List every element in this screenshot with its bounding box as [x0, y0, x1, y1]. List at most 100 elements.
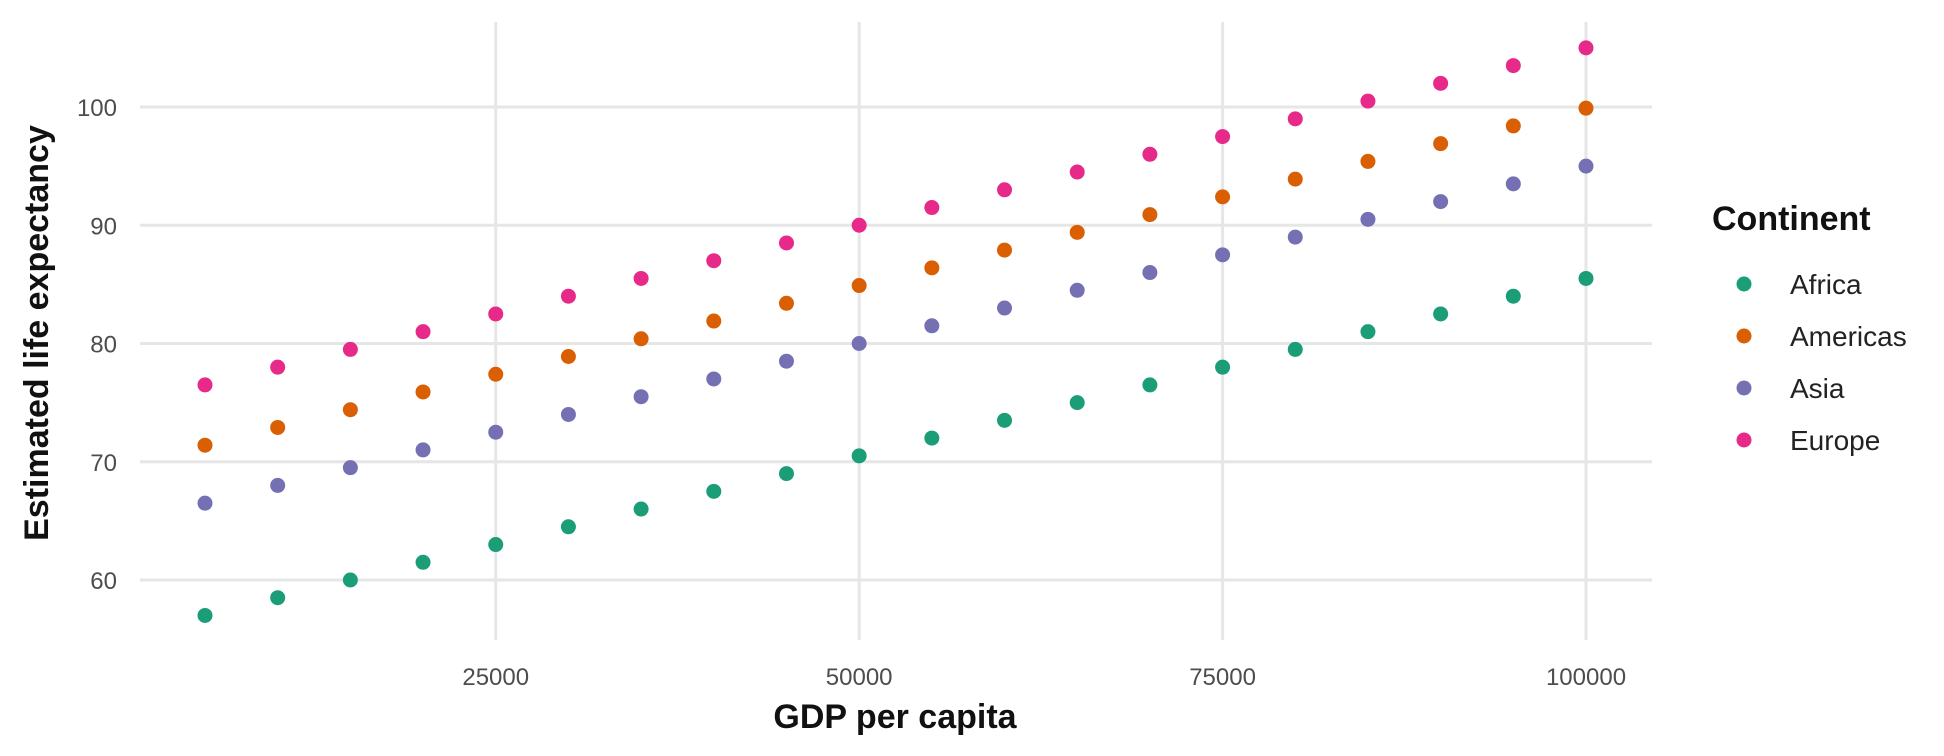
point-americas [197, 437, 213, 453]
point-asia [1433, 194, 1449, 210]
legend-label-europe: Europe [1790, 425, 1880, 456]
legend-label-asia: Asia [1790, 373, 1845, 404]
x-tick-label: 100000 [1546, 664, 1626, 691]
point-asia [706, 371, 722, 387]
x-tick-label: 25000 [462, 664, 529, 691]
point-asia [1069, 282, 1085, 298]
point-africa [270, 590, 286, 606]
point-africa [1069, 395, 1085, 411]
point-europe [1505, 58, 1521, 74]
point-europe [1578, 40, 1594, 56]
series-americas [197, 100, 1594, 453]
point-europe [415, 324, 431, 340]
point-europe [1215, 129, 1231, 145]
point-africa [706, 483, 722, 499]
x-axis-title: GDP per capita [773, 698, 1017, 736]
point-americas [997, 242, 1013, 258]
legend-label-americas: Americas [1790, 321, 1907, 352]
point-americas [851, 278, 867, 294]
point-africa [342, 572, 358, 588]
point-africa [560, 519, 576, 535]
point-europe [1287, 111, 1303, 127]
legend-key-europe [1736, 432, 1752, 448]
y-tick-label: 90 [90, 213, 117, 240]
point-asia [1578, 158, 1594, 174]
point-asia [560, 406, 576, 422]
point-asia [342, 460, 358, 476]
point-europe [851, 217, 867, 233]
point-americas [633, 331, 649, 347]
point-americas [1215, 189, 1231, 205]
x-tick-label: 50000 [826, 664, 893, 691]
point-europe [197, 377, 213, 393]
point-asia [488, 424, 504, 440]
point-africa [1578, 270, 1594, 286]
point-europe [1069, 164, 1085, 180]
point-americas [1360, 153, 1376, 169]
x-tick-label: 75000 [1189, 664, 1256, 691]
legend-key-asia [1736, 380, 1752, 396]
point-asia [197, 495, 213, 511]
legend: Continent Africa Americas Asia Europe [1712, 200, 1907, 456]
y-tick-label: 70 [90, 450, 117, 477]
point-europe [560, 288, 576, 304]
point-americas [1578, 100, 1594, 116]
point-americas [706, 313, 722, 329]
point-asia [851, 336, 867, 351]
point-americas [488, 366, 504, 382]
y-tick-label: 60 [90, 568, 117, 595]
point-africa [488, 537, 504, 553]
point-americas [1142, 207, 1158, 223]
point-europe [1142, 146, 1158, 162]
point-americas [1505, 118, 1521, 134]
point-africa [1433, 306, 1449, 322]
y-tick-label: 100 [77, 95, 117, 122]
legend-label-africa: Africa [1790, 269, 1862, 300]
point-americas [270, 419, 286, 435]
point-africa [633, 501, 649, 517]
series-africa [197, 270, 1594, 623]
point-europe [924, 200, 940, 216]
point-africa [1142, 377, 1158, 393]
series-asia [197, 158, 1594, 511]
point-africa [778, 466, 794, 482]
point-africa [1505, 288, 1521, 304]
point-asia [997, 300, 1013, 316]
point-africa [197, 607, 213, 623]
y-axis-ticks: 60 70 80 90 100 [77, 95, 117, 595]
point-europe [778, 235, 794, 251]
point-europe [633, 270, 649, 286]
point-asia [415, 442, 431, 458]
point-americas [1433, 136, 1449, 152]
grid [140, 22, 1652, 640]
point-europe [706, 253, 722, 269]
point-asia [1360, 211, 1376, 227]
legend-key-africa [1736, 276, 1752, 292]
point-africa [415, 554, 431, 570]
data-points [197, 40, 1594, 623]
x-axis-ticks: 25000 50000 75000 100000 [462, 664, 1626, 691]
point-europe [270, 359, 286, 375]
point-americas [778, 295, 794, 311]
point-asia [1142, 265, 1158, 281]
point-asia [924, 318, 940, 334]
point-americas [342, 402, 358, 418]
point-asia [1215, 247, 1231, 263]
point-asia [778, 353, 794, 369]
point-europe [1433, 75, 1449, 91]
y-axis-title: Estimated life expectancy [18, 125, 56, 541]
legend-key-americas [1736, 328, 1752, 344]
point-europe [342, 341, 358, 357]
point-asia [1287, 229, 1303, 245]
point-americas [1287, 171, 1303, 187]
point-africa [851, 448, 867, 464]
point-africa [1287, 341, 1303, 357]
point-europe [1360, 93, 1376, 109]
point-europe [488, 306, 504, 322]
point-americas [1069, 224, 1085, 240]
point-asia [1505, 176, 1521, 192]
point-asia [270, 477, 286, 493]
point-africa [924, 430, 940, 446]
legend-title: Continent [1712, 200, 1871, 238]
